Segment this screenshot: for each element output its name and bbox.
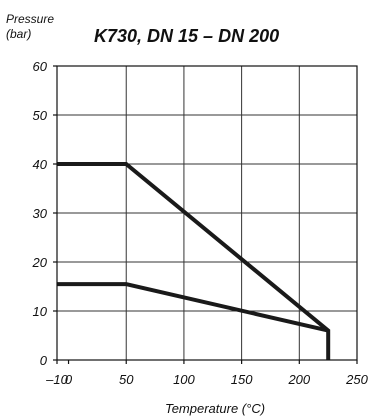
x-tick-label-150: 150 xyxy=(231,372,253,387)
x-tick-label-50: 50 xyxy=(119,372,134,387)
x-tick-label-neg10: –10 xyxy=(45,372,68,387)
x-tick-label-200: 200 xyxy=(287,372,310,387)
x-axis-label: Temperature (°C) xyxy=(165,401,265,416)
chart-title: K730, DN 15 – DN 200 xyxy=(94,26,279,46)
x-tick-label-0: 0 xyxy=(65,372,73,387)
y-tick-label-40: 40 xyxy=(33,157,48,172)
series-line-1 xyxy=(57,162,331,360)
y-axis-label-line-1: Pressure xyxy=(6,12,54,26)
y-tick-label-30: 30 xyxy=(33,206,48,221)
y-tick-label-20: 20 xyxy=(32,255,48,270)
y-tick-label-60: 60 xyxy=(33,59,48,74)
series-lines xyxy=(57,162,331,360)
y-axis-label-line-2: (bar) xyxy=(6,27,31,41)
y-tick-label-0: 0 xyxy=(40,353,48,368)
y-tick-label-50: 50 xyxy=(33,108,48,123)
x-tick-label-250: 250 xyxy=(345,372,368,387)
y-tick-label-10: 10 xyxy=(33,304,48,319)
series-line-2 xyxy=(57,282,329,333)
x-tick-label-100: 100 xyxy=(173,372,195,387)
axes xyxy=(53,65,358,364)
